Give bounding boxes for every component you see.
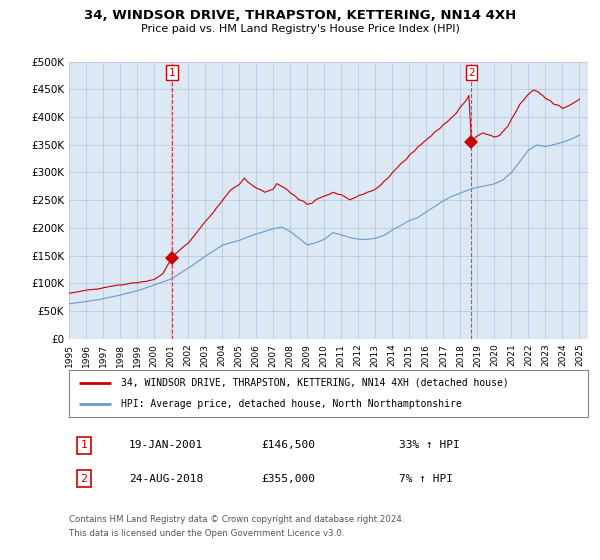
- Text: HPI: Average price, detached house, North Northamptonshire: HPI: Average price, detached house, Nort…: [121, 399, 461, 409]
- Text: 2: 2: [468, 68, 475, 78]
- Text: 1: 1: [169, 68, 175, 78]
- Text: £146,500: £146,500: [261, 440, 315, 450]
- Text: 24-AUG-2018: 24-AUG-2018: [129, 474, 203, 484]
- Text: 7% ↑ HPI: 7% ↑ HPI: [399, 474, 453, 484]
- Text: Contains HM Land Registry data © Crown copyright and database right 2024.: Contains HM Land Registry data © Crown c…: [69, 515, 404, 524]
- Text: 19-JAN-2001: 19-JAN-2001: [129, 440, 203, 450]
- Text: 34, WINDSOR DRIVE, THRAPSTON, KETTERING, NN14 4XH (detached house): 34, WINDSOR DRIVE, THRAPSTON, KETTERING,…: [121, 378, 509, 388]
- Text: 1: 1: [80, 440, 88, 450]
- Text: 2: 2: [80, 474, 88, 484]
- Text: £355,000: £355,000: [261, 474, 315, 484]
- Text: Price paid vs. HM Land Registry's House Price Index (HPI): Price paid vs. HM Land Registry's House …: [140, 24, 460, 34]
- Text: 34, WINDSOR DRIVE, THRAPSTON, KETTERING, NN14 4XH: 34, WINDSOR DRIVE, THRAPSTON, KETTERING,…: [84, 9, 516, 22]
- Text: 33% ↑ HPI: 33% ↑ HPI: [399, 440, 460, 450]
- Text: This data is licensed under the Open Government Licence v3.0.: This data is licensed under the Open Gov…: [69, 529, 344, 538]
